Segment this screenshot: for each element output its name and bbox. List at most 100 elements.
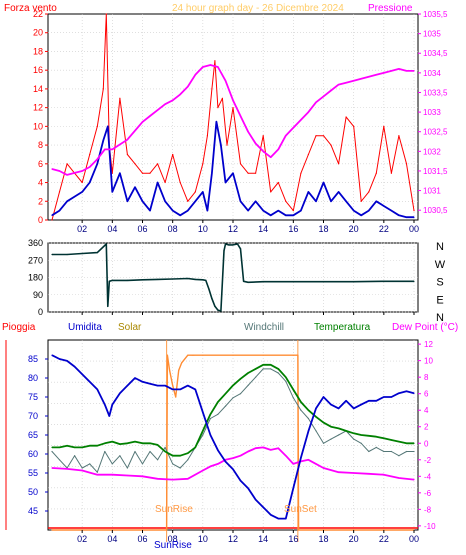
direction-ytick-label: 180 (28, 273, 43, 283)
humidity-series-point (368, 400, 370, 402)
humidity-series-point (149, 383, 151, 385)
temperature-series-point (126, 442, 128, 444)
humidity-series-point (247, 487, 249, 489)
gust-series-point (390, 210, 392, 212)
temperature-series-point (134, 441, 136, 443)
temperature-series-point (81, 446, 83, 448)
direction-series-point (51, 253, 53, 256)
pressure-series-point (232, 99, 234, 101)
pressure-ytick-label: 1031,5 (423, 167, 448, 176)
pressure-series-point (255, 142, 257, 145)
direction-series-point (232, 244, 234, 246)
solar-series-point (51, 529, 53, 531)
wind-series-point (211, 88, 213, 90)
wind-ytick-label: 6 (38, 159, 43, 169)
gust-series-point (107, 125, 109, 127)
temperature-series-point (255, 368, 257, 370)
windchill-series-point (315, 430, 317, 432)
dewpoint-ytick-label: -10 (424, 522, 436, 531)
pressure-series-point (247, 131, 249, 133)
wind-series-point (102, 88, 104, 90)
windchill-label: Windchill (244, 322, 284, 333)
gust-series-point (368, 210, 370, 212)
dewpoint-series-point (315, 463, 317, 465)
windchill-series-point (149, 450, 151, 453)
humidity-series-point (315, 407, 317, 409)
humidity-ytick-label: 75 (28, 392, 38, 402)
windchill-series-point (322, 442, 325, 444)
pressure-series-point (96, 158, 98, 160)
solar-series-point (166, 529, 168, 531)
p3-xtick-label: 00 (409, 534, 419, 544)
direction-series-point (157, 278, 159, 280)
solar-series-point (191, 354, 193, 356)
humidity-series (51, 354, 415, 520)
pressure-series-point (126, 139, 128, 141)
humidity-series-point (322, 396, 325, 398)
temperature-series-point (345, 430, 347, 432)
wind-series-point (58, 191, 61, 193)
wind-series-point (157, 163, 159, 165)
dewpoint-series-point (217, 463, 219, 465)
compass-label-n: N (436, 312, 444, 324)
windchill-series-point (405, 450, 408, 453)
wind-series-point (134, 163, 136, 165)
wind-series-point (353, 125, 355, 127)
humidity-series-point (405, 390, 408, 392)
gust-series-point (398, 214, 400, 216)
pressure-series-point (300, 119, 302, 121)
gust-series-point (96, 163, 98, 165)
humidity-series-point (398, 392, 400, 394)
temperature-series-point (270, 364, 272, 366)
direction-series-point (217, 309, 219, 311)
pressure-series-point (315, 101, 317, 103)
wind-ytick-label: 22 (33, 9, 43, 19)
temperature-series-point (89, 445, 91, 447)
windchill-series-point (232, 397, 234, 399)
direction-series-point (194, 278, 196, 280)
direction-series-point (96, 252, 98, 254)
direction-series-point (105, 243, 107, 245)
wind-ytick-label: 4 (38, 178, 43, 188)
solar-series-point (178, 369, 180, 371)
windchill-series-point (368, 450, 370, 453)
gust-series-point (262, 210, 264, 212)
humidity-series-point (375, 400, 377, 402)
wind-series-point (277, 181, 279, 184)
wind-ytick-label: 2 (38, 196, 43, 206)
dewpoint-series-point (262, 446, 264, 448)
pressure-ytick-label: 1032 (423, 147, 441, 156)
p1-xtick-label: 12 (228, 224, 238, 234)
solar-series-point (297, 354, 299, 356)
dewpoint-series-point (172, 479, 174, 481)
pressure-series-point (398, 68, 400, 70)
gust-series-point (141, 200, 144, 202)
humidity-ytick-label: 65 (28, 430, 38, 440)
temperature-series-point (383, 437, 385, 439)
direction-series-point (111, 279, 113, 281)
humidity-ytick-label: 80 (28, 373, 38, 383)
dewpoint-series-point (247, 450, 249, 453)
solar-series-point (166, 354, 168, 356)
p3-xtick-label: 12 (228, 534, 238, 544)
humidity-series-point (202, 411, 204, 413)
windchill-series-point (292, 397, 294, 399)
windchill-series-point (74, 455, 76, 457)
windchill-series-point (96, 471, 98, 473)
dewpoint-series-point (111, 474, 113, 476)
gust-series-point (89, 181, 91, 184)
humidity-label: Umidita (68, 322, 102, 333)
humidity-series-point (239, 480, 242, 482)
solar-series-point (202, 354, 204, 356)
wind-series-point (390, 172, 392, 174)
wind-series-point (217, 107, 219, 109)
p3-xtick-label: 20 (349, 534, 359, 544)
temperature-series-point (187, 452, 189, 454)
direction-series-point (383, 280, 385, 282)
pressure-series-point (51, 168, 53, 170)
gust-series-point (66, 200, 68, 202)
gust-series-point (51, 214, 53, 216)
temperature-series-point (300, 401, 302, 403)
